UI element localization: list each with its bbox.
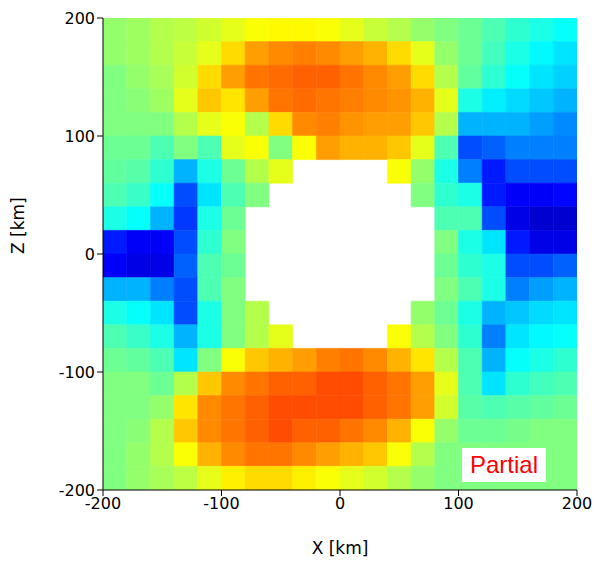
- svg-text:200: 200: [562, 494, 593, 513]
- svg-text:X [km]: X [km]: [312, 538, 369, 558]
- svg-text:0: 0: [335, 494, 345, 513]
- html-text:Partial: Partial: [470, 451, 538, 478]
- svg-text:Z [km]: Z [km]: [8, 197, 28, 254]
- svg-text:100: 100: [443, 494, 474, 513]
- svg-text:0: 0: [85, 245, 95, 264]
- svg-text:-200: -200: [84, 494, 122, 514]
- svg-text:-100: -100: [203, 494, 239, 513]
- svg-text:200: 200: [64, 9, 95, 28]
- svg-text:-200: -200: [59, 481, 95, 500]
- svg-text:100: 100: [64, 127, 95, 146]
- svg-text:-100: -100: [59, 363, 95, 382]
